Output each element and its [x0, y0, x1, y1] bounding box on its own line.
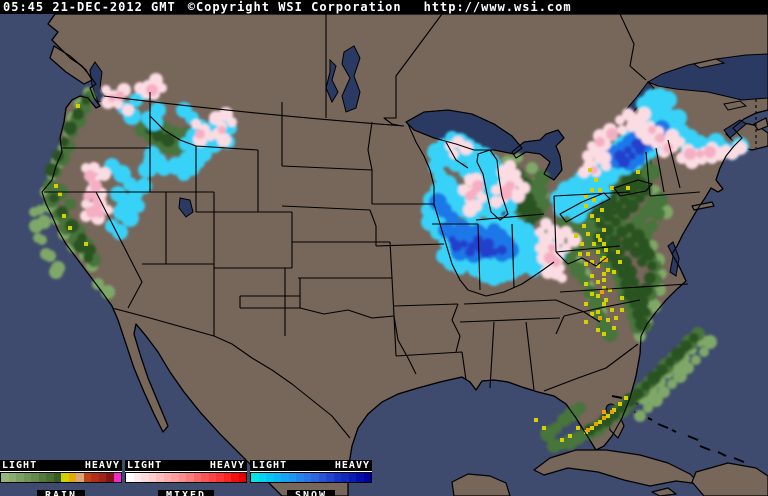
legend-scale-labels: LIGHT HEAVY — [250, 460, 372, 472]
legend-color-cell — [318, 473, 326, 482]
legend-color-cell — [348, 473, 356, 482]
legend-color-cell — [178, 473, 186, 482]
legend-color-cell — [303, 473, 311, 482]
legend-color-cell — [296, 473, 304, 482]
legend-scale-labels: LIGHT HEAVY — [0, 460, 122, 472]
legend-label: SNOW — [286, 490, 336, 496]
legend-color-cell — [251, 473, 259, 482]
legend-color-cell — [266, 473, 274, 482]
legend-color-cell — [83, 473, 91, 482]
legend: LIGHT HEAVY RAIN LIGHT HEAVY MIXED LIGHT HEAVY S… — [0, 460, 372, 496]
us-mexico-border — [111, 307, 351, 439]
legend-color-cell — [91, 473, 99, 482]
legend-color-cell — [31, 473, 39, 482]
legend-color-cell — [311, 473, 319, 482]
legend-color-cell — [156, 473, 164, 482]
legend-color-cell — [171, 473, 179, 482]
st-lawrence-gulf — [646, 53, 768, 101]
legend-color-cell — [288, 473, 296, 482]
light-label: LIGHT — [252, 460, 288, 471]
legend-color-cell — [193, 473, 201, 482]
great-salt-lake — [178, 197, 194, 218]
border-lines — [41, 13, 768, 496]
legend-color-cell — [341, 473, 349, 482]
legend-color-cell — [326, 473, 334, 482]
legend-color-cell — [258, 473, 266, 482]
timestamp-text: 05:45 21-DEC-2012 GMT — [3, 0, 176, 14]
legend-color-cell — [363, 473, 371, 482]
legend-color-cell — [148, 473, 156, 482]
legend-color-cell — [61, 473, 69, 482]
anticosti-island — [692, 58, 726, 69]
legend-color-cell — [68, 473, 76, 482]
legend-color-cell — [163, 473, 171, 482]
legend-scale-labels: LIGHT HEAVY — [125, 460, 247, 472]
legend-color-cell — [23, 473, 31, 482]
legend-section-rain: LIGHT HEAVY RAIN — [0, 460, 122, 496]
legend-color-cell — [126, 473, 134, 482]
heavy-label: HEAVY — [209, 460, 245, 471]
gulf-islands — [692, 58, 748, 111]
long-island — [691, 201, 715, 211]
legend-section-snow: LIGHT HEAVY SNOW — [250, 460, 372, 496]
legend-label: MIXED — [157, 490, 215, 496]
legend-color-cell — [76, 473, 84, 482]
legend-color-cell — [238, 473, 246, 482]
yucatan — [451, 473, 511, 496]
prince-edward-island — [723, 100, 748, 111]
legend-color-cell — [231, 473, 239, 482]
legend-color-cell — [1, 473, 9, 482]
legend-color-cell — [201, 473, 209, 482]
legend-color-cell — [133, 473, 141, 482]
legend-label-row: MIXED — [125, 483, 247, 496]
url-text: http://www.wsi.com — [423, 0, 572, 14]
legend-color-bar — [0, 472, 122, 483]
legend-label-row: SNOW — [250, 483, 372, 496]
legend-color-cell — [281, 473, 289, 482]
heavy-label: HEAVY — [334, 460, 370, 471]
legend-color-cell — [38, 473, 46, 482]
legend-color-cell — [113, 473, 121, 482]
cape-breton — [753, 117, 768, 131]
vancouver-island — [49, 45, 93, 85]
lake-winnipeg — [341, 45, 361, 113]
legend-color-cell — [141, 473, 149, 482]
copyright-text: ©Copyright WSI Corporation — [187, 0, 402, 14]
header-bar: 05:45 21-DEC-2012 GMT ©Copyright WSI Cor… — [0, 0, 768, 14]
legend-color-bar — [250, 472, 372, 483]
legend-color-cell — [208, 473, 216, 482]
legend-color-cell — [8, 473, 16, 482]
jamaica — [651, 487, 677, 496]
legend-color-bar — [125, 472, 247, 483]
radar-precip-layer — [29, 73, 749, 453]
legend-color-cell — [53, 473, 61, 482]
legend-color-cell — [216, 473, 224, 482]
heavy-label: HEAVY — [84, 460, 120, 471]
legend-label-row: RAIN — [0, 483, 122, 496]
hispaniola — [691, 462, 768, 496]
legend-color-cell — [16, 473, 24, 482]
us-canada-border — [103, 95, 405, 127]
legend-color-cell — [333, 473, 341, 482]
light-label: LIGHT — [2, 460, 38, 471]
legend-color-cell — [186, 473, 194, 482]
legend-color-cell — [98, 473, 106, 482]
bay-of-fundy — [723, 119, 747, 139]
legend-color-cell — [46, 473, 54, 482]
radar-speckle-layer — [54, 104, 640, 442]
legend-section-mixed: LIGHT HEAVY MIXED — [125, 460, 247, 496]
legend-color-cell — [223, 473, 231, 482]
legend-color-cell — [106, 473, 114, 482]
light-label: LIGHT — [127, 460, 163, 471]
lake-manitoba — [325, 58, 339, 104]
legend-color-cell — [273, 473, 281, 482]
legend-label: RAIN — [36, 490, 86, 496]
legend-color-cell — [356, 473, 364, 482]
